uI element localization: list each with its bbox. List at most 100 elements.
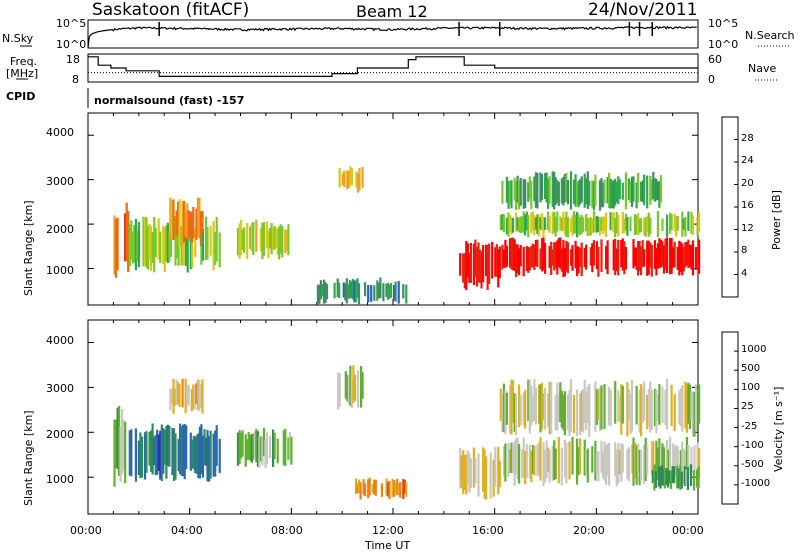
heatmap-cell [143,216,147,265]
heatmap-cell [472,243,475,286]
heatmap-cell [585,450,588,473]
heatmap-cell [281,226,284,258]
heatmap-cell [632,239,635,269]
heatmap-cell [466,450,469,484]
heatmap-cell [238,430,241,465]
heatmap-cell [685,241,688,266]
heatmap-cell [666,440,669,481]
heatmap-cell [633,247,637,266]
heatmap-cell [486,244,489,290]
heatmap-cell [533,244,536,270]
heatmap-cell [626,216,629,236]
heatmap-cell [525,444,528,478]
heatmap-cell [643,217,646,236]
heatmap-cell [685,383,688,433]
heatmap-cell [189,432,192,471]
heatmap-cell [653,240,656,269]
heatmap-cell [170,200,174,240]
heatmap-cell [154,227,157,258]
heatmap-cell [376,280,379,301]
heatmap-cell [336,278,339,298]
heatmap-cell [585,391,588,431]
heatmap-cell [137,222,140,267]
heatmap-cell [667,470,670,488]
heatmap-cell [542,441,545,486]
heatmap-cell [612,212,615,233]
heatmap-cell [284,229,287,253]
heatmap-cell [465,241,468,291]
heatmap-cell [182,424,185,477]
heatmap-cell [527,215,530,238]
heatmap-cell [544,173,547,199]
velocity-ytick-3000: 3000 [46,382,74,395]
heatmap-cell [605,445,608,485]
heatmap-cell [664,238,667,270]
heatmap-cell [668,470,671,484]
heatmap-cell [579,248,582,267]
heatmap-cell [405,482,408,497]
heatmap-cell [600,178,603,208]
heatmap-cell [544,449,547,483]
heatmap-cell [585,178,588,205]
heatmap-cell [594,216,597,233]
heatmap-cell [362,479,365,495]
heatmap-cell [556,180,559,203]
heatmap-cell [554,177,557,205]
heatmap-cell [698,384,701,424]
heatmap-cell [693,445,696,472]
heatmap-cell [259,227,262,252]
heatmap-cell [125,202,128,262]
heatmap-cell [640,449,643,481]
heatmap-cell [359,482,362,500]
heatmap-cell [544,388,547,430]
velocity_panel-tick-label: 1000 [741,344,767,356]
heatmap-cell [510,442,513,473]
heatmap-cell [687,444,690,476]
heatmap-cell [276,438,279,464]
heatmap-cell [483,449,486,499]
heatmap-cell [649,242,652,268]
heatmap-cell [678,390,681,425]
heatmap-cell [244,434,247,467]
heatmap-cell [682,218,685,230]
heatmap-cell [563,439,566,478]
heatmap-cell [679,464,682,490]
heatmap-cell [597,246,600,277]
heatmap-cell [180,426,183,476]
heatmap-cell [522,392,525,425]
heatmap-cell [569,218,573,233]
heatmap-cell [508,238,512,268]
heatmap-cell [290,436,293,465]
heatmap-cell [462,253,465,283]
heatmap-cell [214,430,217,477]
heatmap-cell [617,390,620,422]
heatmap-cell [522,211,525,234]
heatmap-cell [605,246,608,270]
heatmap-cell [261,222,264,259]
heatmap-cell [580,176,583,203]
heatmap-cell [624,247,627,270]
heatmap-cell [489,452,492,499]
heatmap-cell [691,240,695,276]
heatmap-cell [236,432,240,466]
power_panel-tick-label: 20 [741,177,754,189]
heatmap-cell [656,181,659,201]
heatmap-cell [579,438,582,475]
heatmap-cell [637,173,640,203]
heatmap-cell [262,222,266,256]
heatmap-cell [641,387,644,424]
heatmap-cell [324,282,327,304]
heatmap-cell [534,387,537,425]
heatmap-cell [379,277,382,299]
heatmap-cell [547,211,550,231]
freq-unit-label: [MHz] [6,67,39,80]
heatmap-cell [635,385,638,425]
heatmap-cell [586,386,589,423]
heatmap-cell [333,282,336,299]
heatmap-cell [212,433,215,477]
heatmap-cell [507,212,510,237]
heatmap-cell [542,393,545,420]
heatmap-cell [588,180,591,206]
heatmap-cell [353,280,356,303]
